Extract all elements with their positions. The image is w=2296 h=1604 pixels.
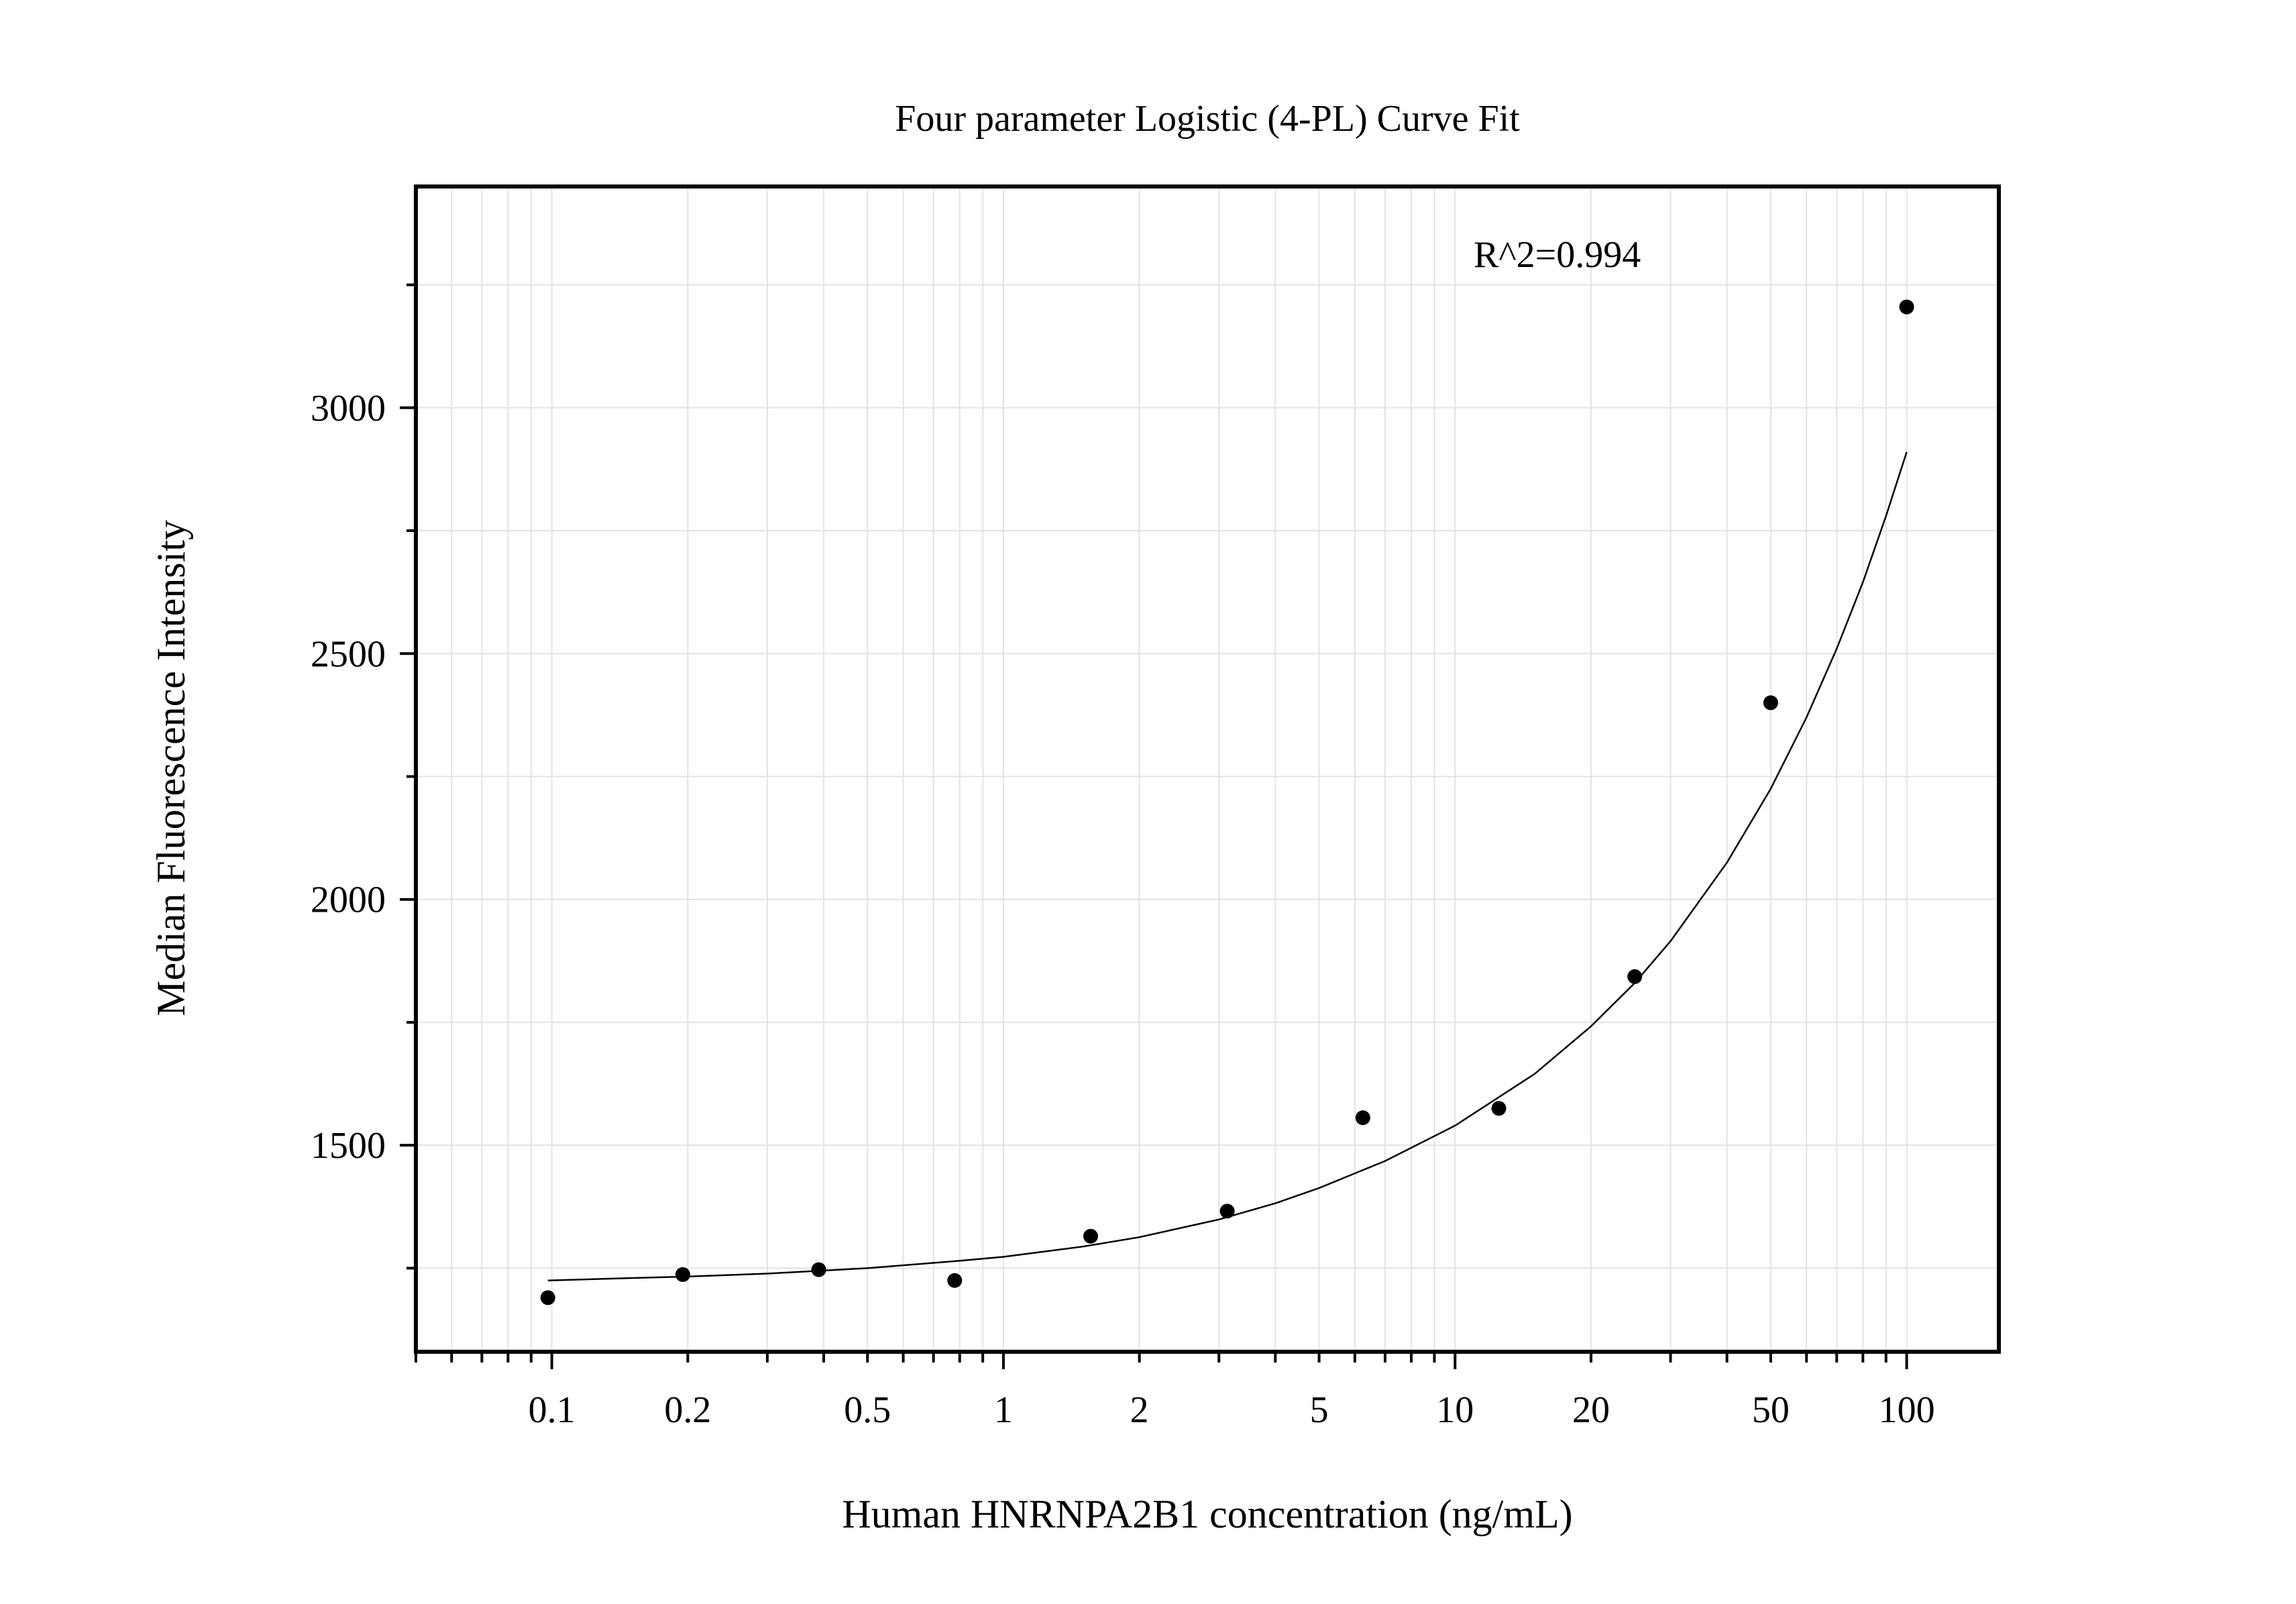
data-point (947, 1273, 963, 1288)
x-tick-label: 100 (1879, 1389, 1935, 1431)
fit-curve (547, 451, 1908, 1281)
data-point (1083, 1228, 1099, 1244)
data-point (1355, 1110, 1370, 1126)
x-tick-label: 5 (1310, 1389, 1329, 1431)
y-tick-label: 2500 (311, 633, 386, 675)
data-points (540, 299, 1914, 1305)
data-point (1627, 969, 1643, 984)
x-tick-label: 10 (1436, 1389, 1474, 1431)
x-tick-label: 20 (1572, 1389, 1610, 1431)
data-point (1219, 1204, 1235, 1219)
fit-curve-layer (547, 451, 1908, 1281)
data-point (811, 1262, 826, 1277)
chart-title: Four parameter Logistic (4-PL) Curve Fit (895, 98, 1520, 140)
r-squared-annotation: R^2=0.994 (1474, 234, 1641, 276)
x-tick-label: 0.1 (529, 1389, 576, 1431)
data-point (1899, 299, 1914, 315)
grid (415, 186, 1999, 1352)
data-point (1763, 695, 1778, 710)
x-tick-label: 1 (994, 1389, 1013, 1431)
data-point (1491, 1101, 1507, 1116)
tick-labels: 0.1 0.2 0.5 1 2 5 10 20 50 100 1500 2000 2500 3000 (311, 388, 1935, 1431)
x-tick-label: 2 (1130, 1389, 1149, 1431)
x-tick-label: 0.5 (844, 1389, 891, 1431)
x-tick-label: 0.2 (664, 1389, 711, 1431)
data-point (675, 1267, 690, 1282)
data-point (540, 1290, 555, 1305)
plot-frame (414, 184, 2001, 1354)
y-tick-label: 2000 (311, 879, 386, 921)
x-axis-label: Human HNRNPA2B1 concentration (ng/mL) (842, 1492, 1572, 1536)
y-axis-label: Median Fluorescence Intensity (149, 520, 193, 1016)
y-tick-label: 1500 (311, 1125, 386, 1167)
x-tick-label: 50 (1752, 1389, 1790, 1431)
y-tick-label: 3000 (311, 388, 386, 429)
